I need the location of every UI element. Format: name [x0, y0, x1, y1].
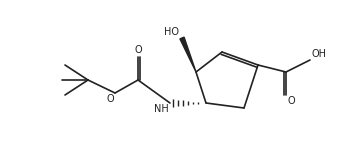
Text: O: O	[134, 45, 142, 55]
Text: OH: OH	[312, 49, 327, 59]
Text: O: O	[106, 94, 114, 104]
Text: NH: NH	[154, 104, 169, 114]
Text: HO: HO	[164, 27, 179, 37]
Polygon shape	[180, 37, 196, 72]
Text: O: O	[288, 96, 296, 106]
